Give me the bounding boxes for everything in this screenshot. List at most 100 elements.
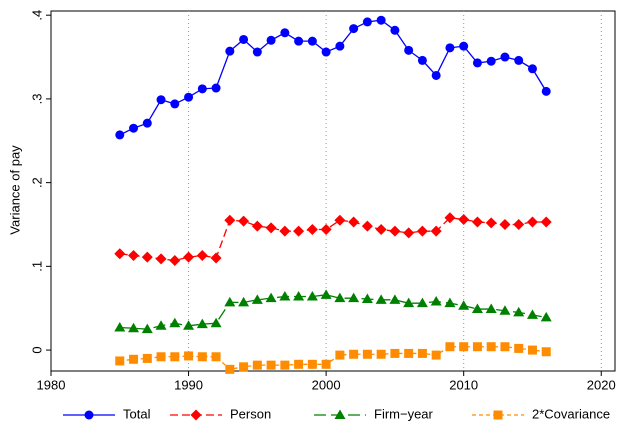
marker [197,352,207,362]
legend-label: 2*Covariance [532,406,610,421]
marker [403,297,415,308]
marker [416,225,428,237]
legend-marker [190,409,202,421]
x-tick-label: 1980 [37,377,66,392]
y-tick-label: .4 [29,10,44,21]
marker [196,249,208,261]
y-tick-label: .2 [29,177,44,188]
marker [307,36,317,46]
marker [128,322,140,333]
legend-label: Firm−year [374,406,434,421]
marker [307,359,317,369]
marker [294,36,304,46]
marker [376,349,386,359]
marker [115,130,125,140]
marker [293,225,305,237]
marker [335,41,345,51]
marker [361,220,373,232]
marker [431,70,441,80]
marker [225,364,235,374]
marker [403,227,415,239]
series-line [119,217,547,262]
marker [280,28,290,38]
marker [184,351,194,361]
marker [430,225,442,237]
marker [526,216,538,228]
marker [183,251,195,263]
legend-label: Total [123,406,151,421]
marker [128,249,140,261]
y-tick-label: .3 [29,93,44,104]
legend-marker [493,410,503,420]
marker [184,92,194,102]
x-tick-label: 1990 [174,377,203,392]
marker [499,305,511,315]
marker [389,225,401,237]
legend-label: Person [230,406,271,421]
marker [210,317,222,328]
marker [471,303,483,314]
y-axis-title: Variance of pay [7,145,22,235]
x-tick-label: 2020 [587,377,616,392]
marker [390,25,400,35]
marker [251,220,263,232]
marker [238,215,250,227]
marker [265,222,277,234]
marker [141,323,153,334]
marker [321,47,331,57]
marker [169,317,181,328]
marker [499,218,511,230]
marker [430,296,442,306]
marker [156,95,166,105]
marker [404,348,414,358]
marker [404,45,414,55]
legend-marker [84,410,94,420]
marker [335,350,345,360]
marker [375,224,387,236]
marker [142,118,152,128]
marker [238,296,250,307]
marker [321,359,331,369]
marker [444,212,456,224]
marker [115,356,125,366]
marker [541,347,551,357]
marker [196,318,208,329]
marker [141,251,153,263]
marker [320,289,332,299]
marker [486,56,496,66]
marker [526,309,538,319]
marker [471,216,483,228]
marker [458,300,470,310]
marker [266,35,276,45]
marker [485,303,497,314]
marker [486,342,496,352]
marker [293,290,305,301]
marker [362,349,372,359]
marker [431,350,441,360]
marker [417,348,427,358]
plot-frame [50,10,616,372]
marker [334,292,346,303]
marker [279,225,291,237]
marker [251,294,263,304]
marker [514,343,524,353]
marker [170,99,180,109]
marker [129,354,139,364]
marker [348,292,360,303]
marker [155,320,167,330]
x-tick-label: 2000 [312,377,341,392]
marker [541,86,551,96]
marker [416,297,428,308]
marker [225,46,235,56]
marker [129,123,139,133]
marker [375,294,387,304]
marker [280,360,290,370]
marker [376,15,386,25]
marker [514,55,524,65]
marker [458,213,470,225]
marker [239,34,249,44]
marker [500,52,510,62]
marker [472,58,482,68]
marker [142,353,152,363]
